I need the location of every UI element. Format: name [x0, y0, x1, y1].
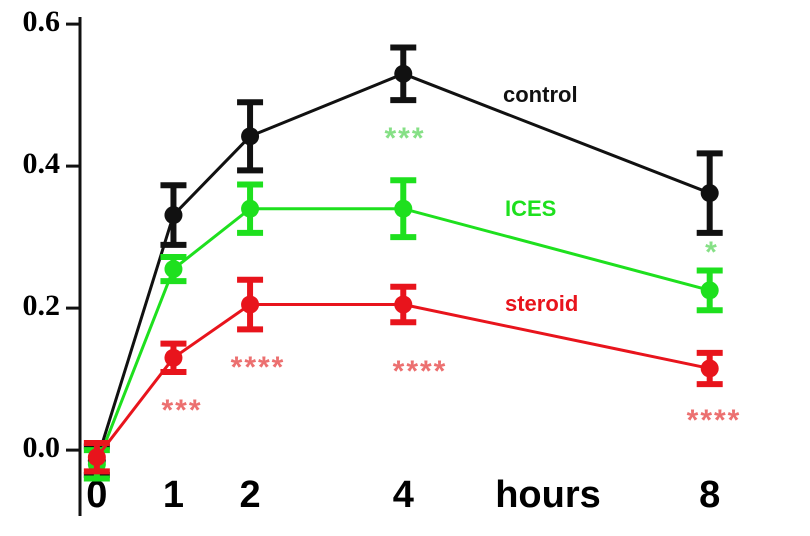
data-point — [700, 184, 719, 203]
y-tick-label: 0.6 — [23, 5, 61, 38]
series-label: steroid — [505, 291, 578, 316]
data-point — [241, 127, 260, 146]
y-tick-label: 0.0 — [23, 431, 61, 464]
x-tick-label: 0 — [86, 474, 107, 516]
series-label: ICES — [505, 196, 556, 221]
data-point — [164, 260, 183, 279]
significance-mark: * — [705, 236, 719, 269]
data-point — [700, 281, 719, 300]
x-tick-label: 8 — [699, 474, 720, 516]
significance-mark: *** — [384, 122, 425, 155]
significance-mark: **** — [687, 404, 742, 437]
data-point — [394, 295, 413, 314]
series-label: control — [503, 82, 578, 107]
data-point — [394, 199, 413, 218]
significance-mark: **** — [393, 355, 448, 388]
x-tick-label: 2 — [239, 474, 260, 516]
data-point — [241, 199, 260, 218]
y-tick-label: 0.2 — [23, 289, 61, 322]
x-tick-label: 1 — [163, 474, 184, 516]
data-point — [164, 206, 183, 225]
x-axis-label: hours — [495, 474, 601, 516]
significance-mark: **** — [231, 351, 286, 384]
data-point — [241, 295, 260, 314]
data-point — [700, 359, 719, 378]
y-tick-label: 0.4 — [23, 147, 61, 180]
data-point — [87, 448, 106, 467]
significance-mark: *** — [161, 394, 202, 427]
x-tick-label: 4 — [393, 474, 414, 516]
data-point — [164, 348, 183, 367]
data-point — [394, 64, 413, 83]
